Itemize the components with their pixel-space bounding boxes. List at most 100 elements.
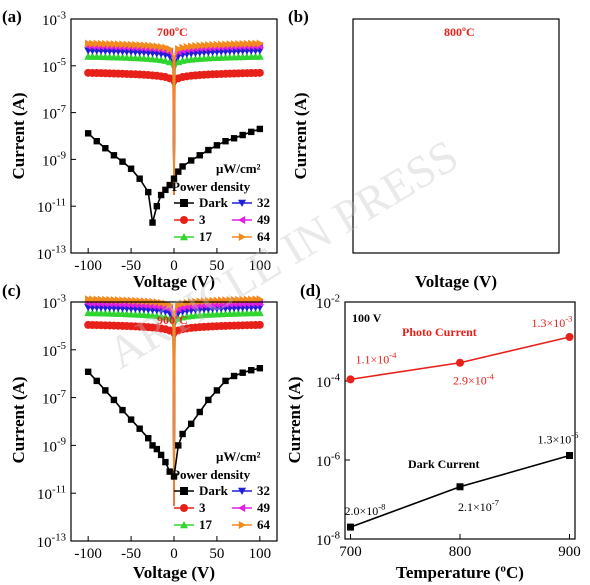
marker bbox=[175, 300, 183, 309]
marker bbox=[235, 39, 243, 48]
marker bbox=[93, 377, 100, 385]
marker bbox=[170, 473, 178, 480]
data-point bbox=[346, 375, 355, 384]
marker bbox=[89, 39, 97, 48]
data-point bbox=[565, 332, 574, 341]
panel-tag: (d) bbox=[300, 281, 321, 300]
y-tick-label-exponent: -3 bbox=[57, 9, 66, 21]
marker bbox=[239, 39, 247, 48]
dark-value-label: 2.0×10-8 bbox=[344, 502, 385, 518]
marker bbox=[119, 40, 127, 49]
marker bbox=[119, 158, 126, 165]
marker bbox=[175, 44, 183, 53]
marker bbox=[127, 40, 136, 49]
marker bbox=[149, 42, 157, 51]
marker bbox=[165, 314, 174, 322]
y-tick-label-exponent: -7 bbox=[57, 103, 67, 115]
marker bbox=[222, 377, 229, 385]
marker bbox=[84, 39, 93, 48]
marker bbox=[165, 326, 174, 335]
x-tick-label: 50 bbox=[209, 258, 224, 274]
marker bbox=[170, 175, 178, 182]
marker bbox=[205, 41, 213, 50]
marker bbox=[238, 504, 246, 512]
y-tick-label-exponent: -5 bbox=[57, 340, 66, 352]
marker bbox=[256, 295, 264, 304]
y-tick-label: 10-2 bbox=[316, 292, 340, 312]
photo-value-label-exponent: -4 bbox=[389, 350, 397, 360]
marker bbox=[140, 41, 148, 50]
series-64 bbox=[84, 39, 264, 196]
y-tick-label: 10-5 bbox=[42, 56, 66, 76]
marker bbox=[162, 458, 169, 466]
marker bbox=[196, 41, 204, 50]
photo-value-label: 2.9×10-4 bbox=[453, 371, 495, 387]
marker bbox=[226, 40, 234, 49]
marker bbox=[149, 442, 156, 449]
legend-entry: 32 bbox=[257, 195, 270, 210]
y-tick-label: 10-5 bbox=[42, 340, 66, 360]
x-tick-label: -50 bbox=[121, 258, 141, 274]
y-axis-label: Current (A) bbox=[9, 92, 28, 179]
marker bbox=[230, 135, 238, 142]
voltage-label: 100 V bbox=[352, 311, 382, 325]
x-axis-label: Temperature (ºC) bbox=[396, 563, 524, 582]
y-tick-label-exponent: -2 bbox=[331, 292, 340, 304]
marker bbox=[153, 203, 161, 210]
marker bbox=[239, 369, 246, 376]
y-tick-label-base: 10 bbox=[42, 392, 57, 408]
y-tick-label-exponent: -13 bbox=[52, 531, 66, 543]
panel-a: -100 -50 0 50 10010-310-510-710-910-1110-13 … bbox=[2, 7, 278, 291]
marker bbox=[200, 297, 209, 306]
curves-d bbox=[346, 332, 574, 531]
marker bbox=[119, 406, 126, 414]
x-tick-label: -100 bbox=[74, 258, 102, 274]
photo-value-label-base: 1.1×10 bbox=[355, 352, 389, 366]
marker bbox=[255, 308, 264, 317]
legend-title: Power density bbox=[172, 179, 251, 194]
marker bbox=[93, 137, 100, 145]
marker bbox=[132, 296, 140, 305]
marker bbox=[248, 39, 256, 48]
marker bbox=[200, 41, 209, 50]
marker bbox=[166, 300, 174, 309]
data-point bbox=[566, 451, 574, 459]
marker bbox=[255, 68, 264, 77]
y-tick-label-exponent: -11 bbox=[52, 483, 66, 495]
dark-value-label: 2.1×10-7 bbox=[458, 497, 500, 513]
legend-unit: μW/cm² bbox=[216, 449, 261, 464]
y-tick-label: 10-13 bbox=[37, 531, 66, 551]
marker bbox=[180, 487, 188, 495]
marker bbox=[213, 142, 221, 149]
marker bbox=[157, 298, 166, 307]
marker bbox=[183, 42, 191, 51]
marker bbox=[157, 191, 165, 199]
marker bbox=[209, 40, 217, 49]
marker bbox=[179, 430, 186, 438]
x-tick-label: -50 bbox=[121, 546, 141, 562]
marker bbox=[255, 52, 264, 60]
marker bbox=[179, 163, 186, 170]
legend-unit: μW/cm² bbox=[216, 161, 261, 176]
panel-tag: (b) bbox=[288, 7, 309, 26]
curves-a bbox=[84, 39, 264, 226]
marker bbox=[256, 125, 264, 133]
marker bbox=[132, 40, 140, 49]
photo-value-label: 1.3×10-3 bbox=[532, 314, 573, 330]
y-tick-label: 10-7 bbox=[42, 388, 67, 408]
x-tick-label: 50 bbox=[209, 546, 224, 562]
marker bbox=[162, 43, 170, 52]
y-tick-label-exponent: -6 bbox=[331, 450, 341, 462]
marker bbox=[102, 387, 109, 394]
data-point bbox=[456, 358, 464, 367]
y-tick-label-base: 10 bbox=[37, 535, 52, 551]
legend-entry: 3 bbox=[199, 500, 206, 515]
marker bbox=[238, 199, 246, 207]
marker bbox=[180, 521, 188, 529]
photo-value-label-base: 2.9×10 bbox=[453, 374, 487, 388]
marker bbox=[180, 216, 188, 224]
watermark: ARTICLE IN PRESS bbox=[99, 130, 467, 379]
